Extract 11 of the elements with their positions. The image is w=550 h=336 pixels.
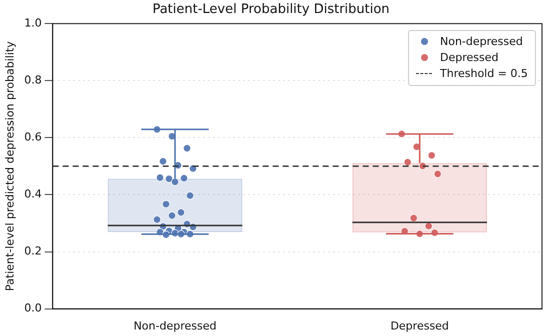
y-tick-label: 1.0 (24, 16, 42, 30)
y-tick-label: 0.2 (24, 244, 42, 258)
y-tick-label: 0.4 (24, 188, 42, 201)
y-axis-title: Patient-level predicted depression probability (3, 40, 16, 292)
y-tick-label: 0.8 (24, 74, 42, 86)
chart-title: Patient-Level Probability Distribution (152, 2, 390, 18)
legend-label: Threshold = 0.5 (440, 67, 528, 80)
y-tick-label: 0.6 (24, 130, 42, 144)
legend-label: Non-depressed (440, 35, 523, 48)
y-tick-label: 0.0 (24, 302, 42, 315)
legend-label: Depressed (440, 51, 498, 64)
